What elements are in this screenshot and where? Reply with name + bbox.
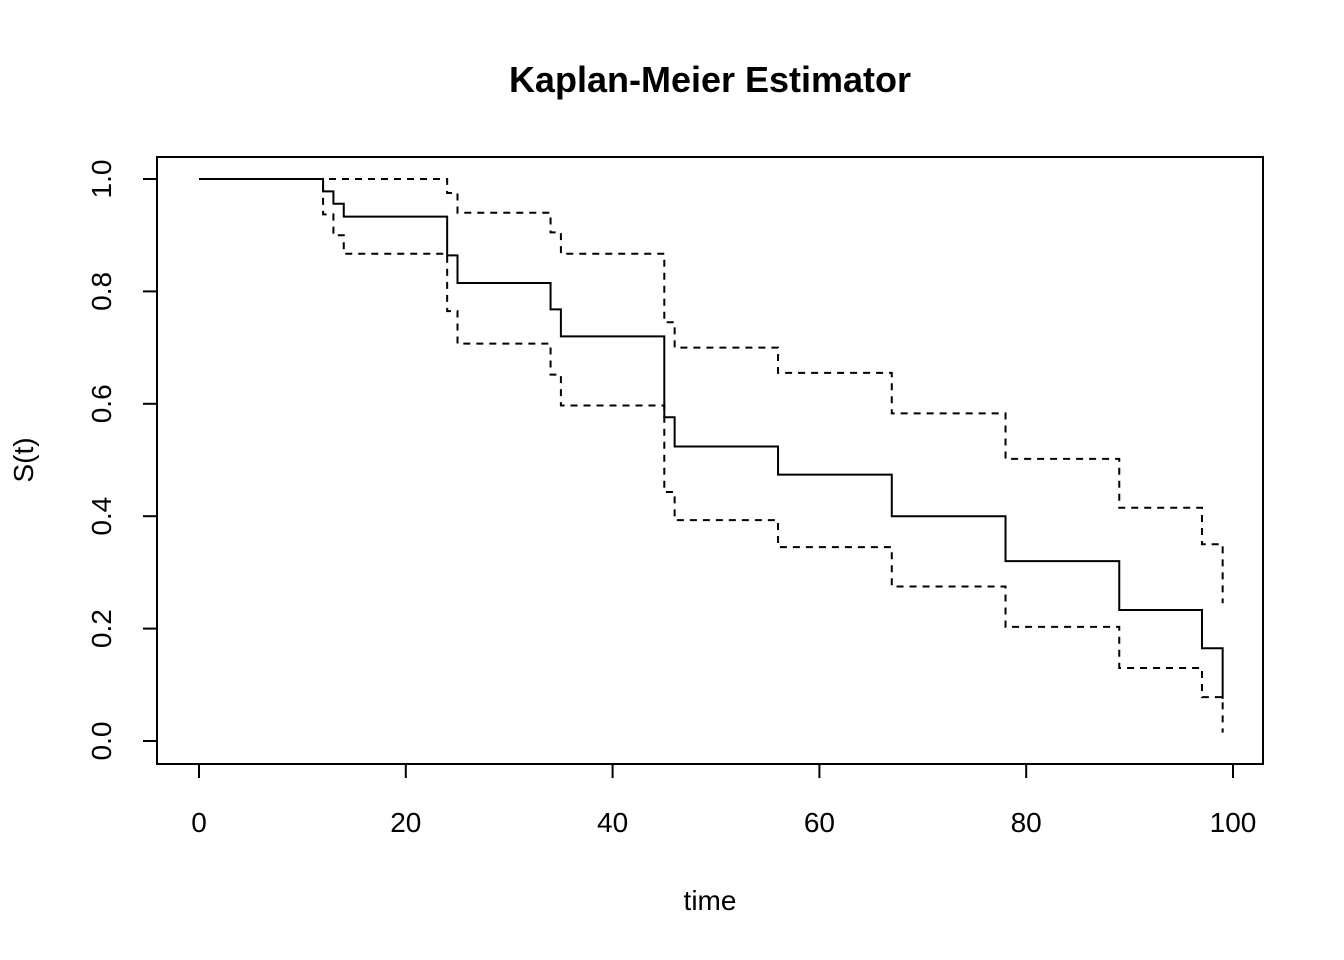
y-tick-label: 0.0 [86, 722, 117, 761]
x-tick-label: 60 [804, 807, 835, 838]
y-axis-label: S(t) [8, 437, 39, 482]
y-tick-label: 0.8 [86, 272, 117, 311]
x-tick-label: 20 [390, 807, 421, 838]
x-tick-label: 40 [597, 807, 628, 838]
y-tick-label: 0.6 [86, 384, 117, 423]
x-tick-label: 80 [1011, 807, 1042, 838]
series-estimate-line [199, 178, 1224, 699]
x-tick-label: 0 [191, 807, 207, 838]
series-confidence-band-line [199, 178, 1224, 733]
y-tick-label: 1.0 [86, 160, 117, 199]
y-tick-label: 0.2 [86, 609, 117, 648]
series-confidence-band-line [199, 178, 1224, 604]
x-axis: 0 20 40 60 80 100 [191, 763, 1257, 838]
chart-title: Kaplan-Meier Estimator [509, 59, 911, 100]
y-tick-label: 0.4 [86, 497, 117, 536]
x-axis-label: time [684, 885, 737, 916]
x-tick-label: 100 [1210, 807, 1257, 838]
y-axis: 0.0 0.2 0.4 0.6 0.8 1.0 [86, 160, 158, 761]
plot-frame [156, 156, 1264, 765]
series-layer [199, 178, 1224, 733]
